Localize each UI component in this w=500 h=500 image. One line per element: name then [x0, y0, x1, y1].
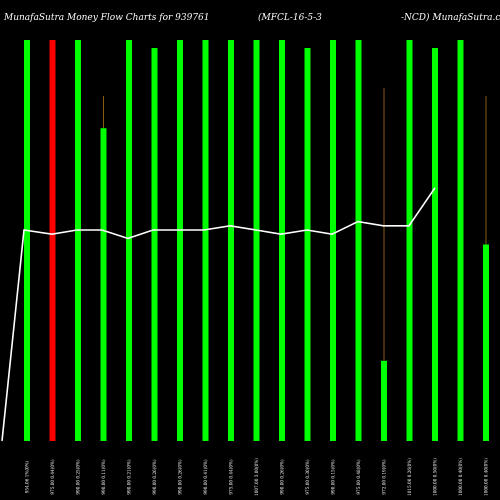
- tick-label: 1015.00 0.26(0%): [407, 458, 412, 496]
- bar: [381, 360, 387, 441]
- bar: [304, 48, 311, 442]
- tick-label: 990.00 0.25(0%): [76, 459, 81, 495]
- tick-label: 975.00 0.48(0%): [356, 459, 361, 495]
- money-flow-line-layer: [1, 187, 436, 442]
- bar: [49, 40, 56, 441]
- bar: [330, 40, 336, 441]
- bar-layer: [24, 40, 489, 442]
- bar: [177, 40, 183, 441]
- bar: [279, 40, 285, 441]
- bar: [24, 40, 30, 441]
- tick-label: 1000.00 0.40(0%): [484, 458, 489, 496]
- tick-label: 990.00 0.21(0%): [127, 459, 132, 495]
- tick-label: 954.06 1%(0%): [25, 460, 30, 493]
- tick-label: 1000.00 0.50(0%): [433, 458, 438, 496]
- bar: [75, 40, 81, 441]
- tick-label: 990.00 0.26(0%): [280, 459, 285, 495]
- tick-label: 975.00 0.30(0%): [305, 459, 310, 495]
- tick-label: 990.00 0.26(0%): [152, 459, 157, 495]
- tick-label-layer: 954.06 1%(0%) 975.00 0.44(0%) 990.00 0.25(…: [25, 458, 489, 496]
- bar: [253, 40, 260, 441]
- bar: [355, 40, 362, 441]
- money-flow-line: [1, 187, 436, 442]
- bar: [228, 40, 234, 441]
- bar: [202, 40, 209, 441]
- tick-label: 1007.00 3.00(0%): [254, 458, 259, 496]
- chart-title-site: -NCD) MunafaSutra.com: [401, 12, 500, 23]
- bar: [406, 40, 413, 441]
- bar: [100, 128, 107, 441]
- tick-label: 1000.00 0.40(0%): [458, 458, 463, 496]
- wick-layer: [103, 88, 487, 361]
- tick-label: 990.00 0.11(0%): [101, 459, 106, 495]
- bar: [151, 48, 158, 442]
- bar: [432, 48, 438, 442]
- tick-label: 990.00 0.41(0%): [203, 459, 208, 495]
- tick-label: 975.00 0.44(0%): [229, 459, 234, 495]
- tick-label: 972.00 0.19(0%): [382, 459, 387, 495]
- bar: [483, 244, 489, 441]
- tick-label: 990.00 0.26(0%): [178, 459, 183, 495]
- chart-title-code: (MFCL-16-5-3: [258, 12, 322, 23]
- bar: [126, 40, 132, 441]
- tick-label: 990.00 0.15(0%): [331, 459, 336, 495]
- tick-label: 975.00 0.44(0%): [50, 459, 55, 495]
- bar: [457, 40, 464, 441]
- chart-title: MunafaSutra Money Flow Charts for 939761: [3, 13, 210, 23]
